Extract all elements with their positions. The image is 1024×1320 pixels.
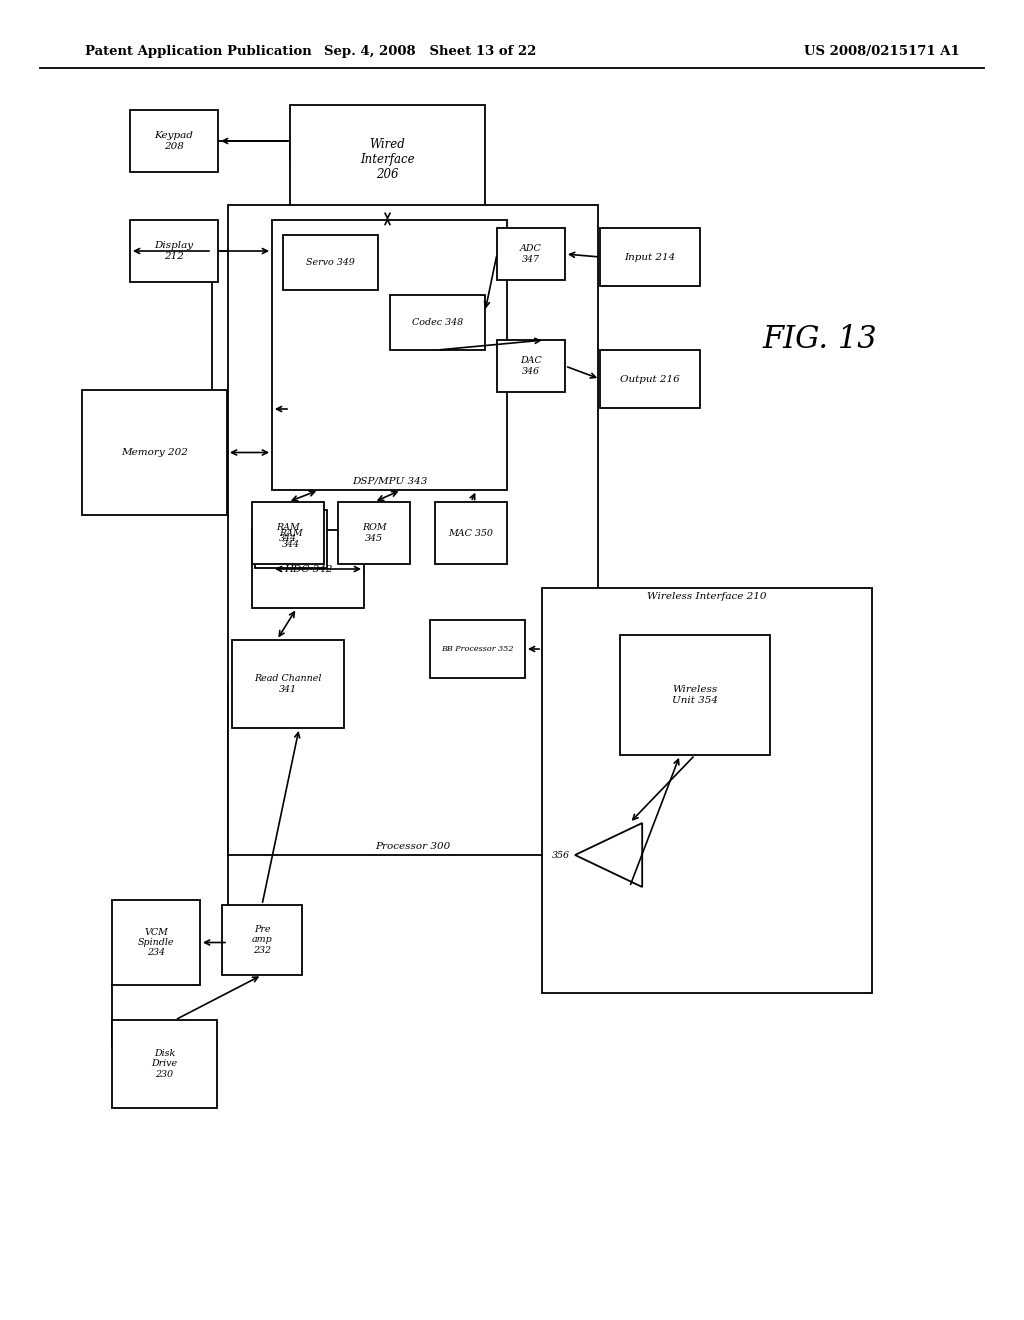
Text: Read Channel
341: Read Channel 341 <box>254 675 322 694</box>
Text: Sep. 4, 2008   Sheet 13 of 22: Sep. 4, 2008 Sheet 13 of 22 <box>324 45 537 58</box>
Text: ROM
345: ROM 345 <box>361 523 386 543</box>
Text: MAC 350: MAC 350 <box>449 528 494 537</box>
Text: Pre
amp
232: Pre amp 232 <box>252 925 272 954</box>
Text: Input 214: Input 214 <box>625 252 676 261</box>
Text: Wireless
Unit 354: Wireless Unit 354 <box>672 685 718 705</box>
Bar <box>130 110 218 172</box>
Bar <box>435 502 507 564</box>
Bar <box>228 205 598 855</box>
Text: BB Processor 352: BB Processor 352 <box>441 645 514 653</box>
Bar <box>290 106 485 215</box>
Bar <box>620 635 770 755</box>
Text: FIG. 13: FIG. 13 <box>763 325 878 355</box>
Text: VCM
Spindle
234: VCM Spindle 234 <box>138 928 174 957</box>
Bar <box>542 587 872 993</box>
Bar <box>112 900 200 985</box>
Bar <box>497 341 565 392</box>
Text: HDC 342: HDC 342 <box>284 565 332 573</box>
Bar <box>600 228 700 286</box>
Text: Keypad
208: Keypad 208 <box>155 131 194 150</box>
Bar <box>390 294 485 350</box>
Bar <box>252 502 324 564</box>
Bar <box>497 228 565 280</box>
Bar <box>112 1020 217 1107</box>
Text: Disk
Drive
230: Disk Drive 230 <box>152 1049 177 1078</box>
Bar <box>82 389 227 515</box>
Text: 356: 356 <box>552 850 570 859</box>
Bar <box>232 640 344 729</box>
Text: Processor 300: Processor 300 <box>376 842 451 851</box>
Text: Wireless Interface 210: Wireless Interface 210 <box>647 591 767 601</box>
Bar <box>272 220 507 490</box>
Text: DAC
346: DAC 346 <box>520 356 542 376</box>
Text: ADC
347: ADC 347 <box>520 244 542 264</box>
Text: Display
212: Display 212 <box>155 242 194 261</box>
Text: Wired
Interface
206: Wired Interface 206 <box>360 139 415 181</box>
Bar <box>600 350 700 408</box>
Bar <box>430 620 525 678</box>
Text: US 2008/0215171 A1: US 2008/0215171 A1 <box>804 45 961 58</box>
Bar <box>222 906 302 975</box>
Bar <box>255 510 327 568</box>
Polygon shape <box>575 822 642 887</box>
Text: Memory 202: Memory 202 <box>121 447 188 457</box>
Text: Servo 349: Servo 349 <box>306 257 355 267</box>
Text: Patent Application Publication: Patent Application Publication <box>85 45 311 58</box>
Text: RAM
344: RAM 344 <box>276 523 300 543</box>
Text: Codec 348: Codec 348 <box>412 318 463 327</box>
Text: DSP/MPU 343: DSP/MPU 343 <box>352 477 427 486</box>
Text: RAM
344: RAM 344 <box>280 529 303 549</box>
Bar <box>283 235 378 290</box>
Text: Output 216: Output 216 <box>621 375 680 384</box>
Bar <box>338 502 410 564</box>
Bar <box>252 531 364 609</box>
Bar <box>130 220 218 282</box>
